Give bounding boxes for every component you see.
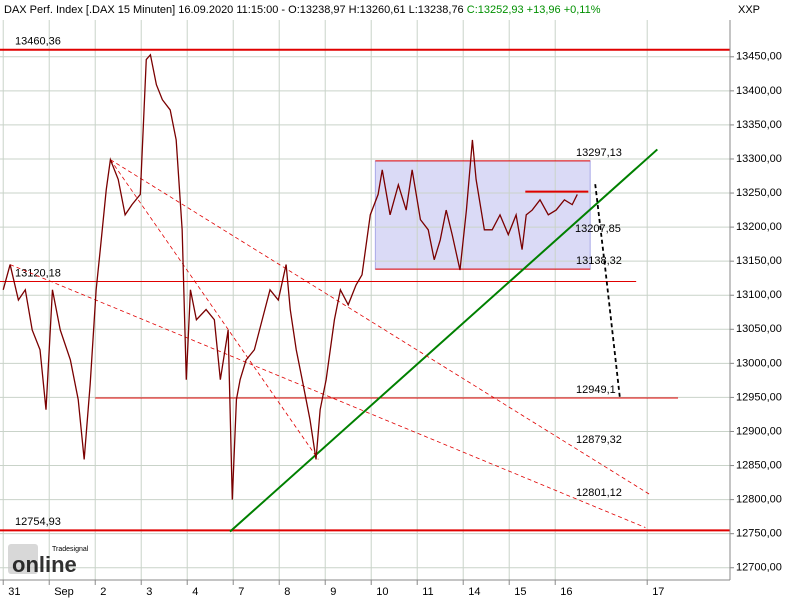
level-label: 13460,36 (15, 36, 61, 48)
y-tick-label: 13300,00 (736, 153, 782, 165)
level-label: 12949,1 (576, 384, 616, 396)
y-tick-label: 12750,00 (736, 528, 782, 540)
x-tick-label: 9 (330, 586, 336, 598)
x-tick-label: 17 (652, 586, 664, 598)
logo: online (12, 552, 77, 577)
y-tick-label: 12900,00 (736, 425, 782, 437)
x-tick-label: 31 (8, 586, 20, 598)
x-tick-label: 2 (100, 586, 106, 598)
x-tick-label: 14 (468, 586, 480, 598)
level-label: 13120,18 (15, 267, 61, 279)
y-tick-label: 12800,00 (736, 494, 782, 506)
chart-title: DAX Perf. Index [.DAX 15 Minuten] 16.09.… (4, 4, 601, 16)
x-tick-label: 3 (146, 586, 152, 598)
trendline (229, 148, 658, 533)
y-tick-label: 13400,00 (736, 85, 782, 97)
plot-area: 13460,36 13297,13 13138,32 13120,18 12949,1 1… (0, 20, 730, 580)
level-label: 13138,32 (576, 255, 622, 267)
trendline (110, 159, 319, 460)
annotation: 12801,12 (576, 487, 622, 499)
y-tick-label: 13450,00 (736, 51, 782, 63)
y-tick-label: 12950,00 (736, 391, 782, 403)
x-tick-label: 4 (192, 586, 198, 598)
y-tick-label: 13250,00 (736, 187, 782, 199)
x-tick-label: 8 (284, 586, 290, 598)
x-tick-label: 11 (422, 586, 433, 598)
x-tick-label: 7 (238, 586, 244, 598)
y-tick-label: 13200,00 (736, 221, 782, 233)
x-tick-label: 16 (560, 586, 572, 598)
y-tick-label: 12700,00 (736, 562, 782, 574)
x-tick-label: 15 (514, 586, 526, 598)
price-line (2, 53, 578, 500)
annotation: 13207,85 (575, 223, 621, 235)
logo-small: Tradesignal (52, 546, 89, 553)
y-tick-label: 12850,00 (736, 459, 782, 471)
annotation: 12879,32 (576, 434, 622, 446)
x-tick-label: 10 (376, 586, 388, 598)
y-tick-label: 13350,00 (736, 119, 782, 131)
close-text: C:13252,93 +13,96 +0,11% (467, 4, 601, 16)
title-text: DAX Perf. Index [.DAX 15 Minuten] 16.09.… (4, 4, 464, 16)
level-label: 12754,93 (15, 516, 61, 528)
x-tick-label: Sep (54, 586, 74, 598)
trendline (594, 184, 621, 400)
trendline (9, 264, 646, 528)
y-tick-label: 13100,00 (736, 289, 782, 301)
level-label: 13297,13 (576, 147, 622, 159)
trendline (110, 159, 651, 496)
y-tick-label: 13050,00 (736, 323, 782, 335)
range-box (374, 160, 591, 270)
y-tick-label: 13000,00 (736, 357, 782, 369)
y-tick-label: 13150,00 (736, 255, 782, 267)
logo-box (8, 544, 38, 574)
symbol-label: XXP (738, 4, 760, 16)
